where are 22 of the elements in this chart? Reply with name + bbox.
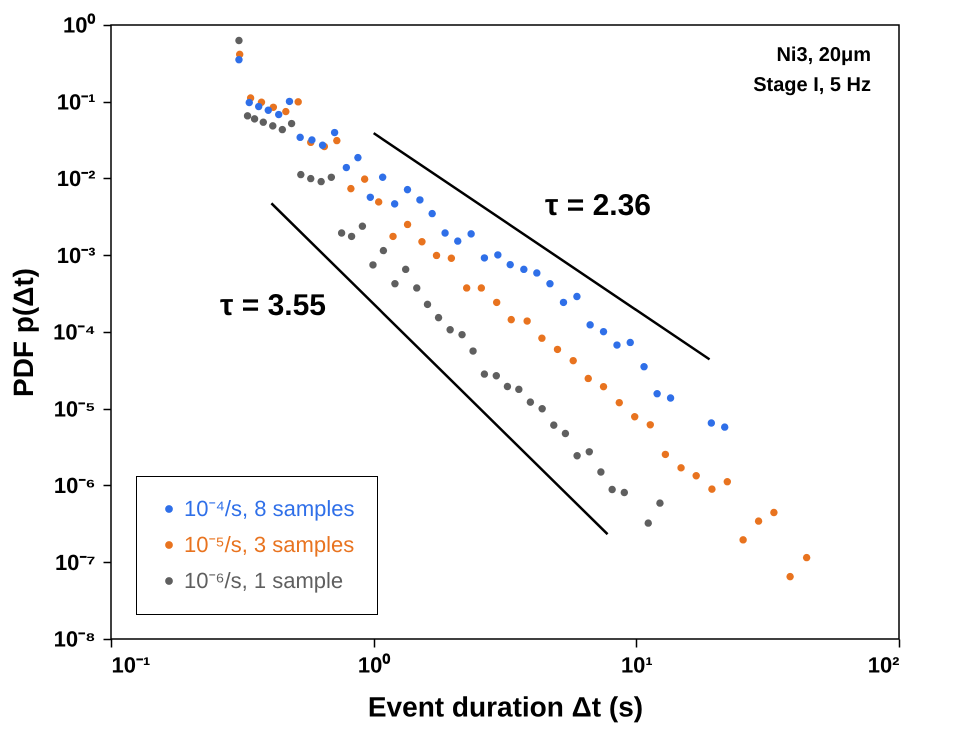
y-tick-label: 10⁻² [56, 166, 96, 191]
y-axis-title: PDF p(Δt) [8, 268, 40, 397]
y-tick-label: 10⁻⁶ [54, 473, 96, 498]
legend-label: 10⁻⁴/s, 8 samples [184, 496, 355, 521]
x-tick-label: 10² [868, 652, 900, 678]
x-tick-label: 10⁻¹ [112, 652, 150, 678]
annotation: τ = 3.55 [220, 289, 326, 322]
y-tick-label: 10⁻⁴ [53, 320, 96, 344]
annotation: Stage I, 5 Hz [753, 74, 871, 96]
legend-label: 10⁻⁶/s, 1 sample [184, 568, 344, 593]
y-tick-label: 10⁰ [63, 12, 96, 38]
y-tick-label: 10⁻⁵ [54, 396, 96, 422]
y-tick-label: 10⁻⁷ [54, 550, 96, 575]
x-tick-label: 10¹ [620, 652, 653, 678]
x-tick-label: 10⁰ [358, 652, 390, 678]
x-axis-title: Event duration Δt (s) [368, 692, 644, 722]
y-tick-label: 10⁻⁸ [54, 626, 96, 652]
y-tick-label: 10⁻³ [56, 242, 96, 268]
legend-label: 10⁻⁵/s, 3 samples [184, 532, 354, 557]
annotation: Ni3, 20μm [776, 44, 871, 66]
y-tick-label: 10⁻¹ [56, 89, 96, 114]
annotation: τ = 2.36 [545, 189, 651, 222]
